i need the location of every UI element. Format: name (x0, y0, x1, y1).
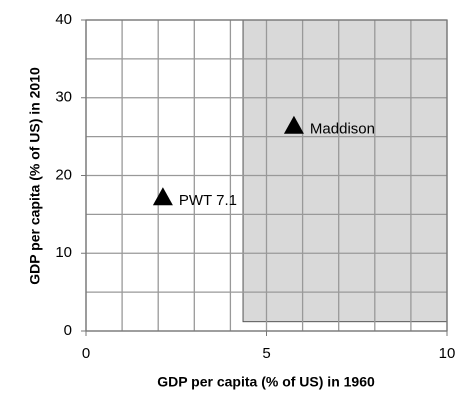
point-label: Maddison (310, 121, 375, 138)
y-tick-label: 40 (55, 11, 72, 28)
y-tick-label: 20 (55, 166, 72, 183)
shaded-region (242, 19, 448, 323)
x-tick-label: 0 (82, 345, 90, 362)
x-tick-label: 5 (262, 345, 270, 362)
point-marker (152, 187, 173, 206)
y-tick-label: 0 (64, 322, 72, 339)
y-axis-title: GDP per capita (% of US) in 2010 (27, 67, 43, 285)
point-marker (283, 115, 304, 134)
x-tick-label: 10 (439, 345, 456, 362)
y-tick-label: 30 (55, 89, 72, 106)
x-axis-title: GDP per capita (% of US) in 1960 (157, 374, 375, 390)
y-tick-label: 10 (55, 244, 72, 261)
point-label: PWT 7.1 (179, 192, 237, 209)
